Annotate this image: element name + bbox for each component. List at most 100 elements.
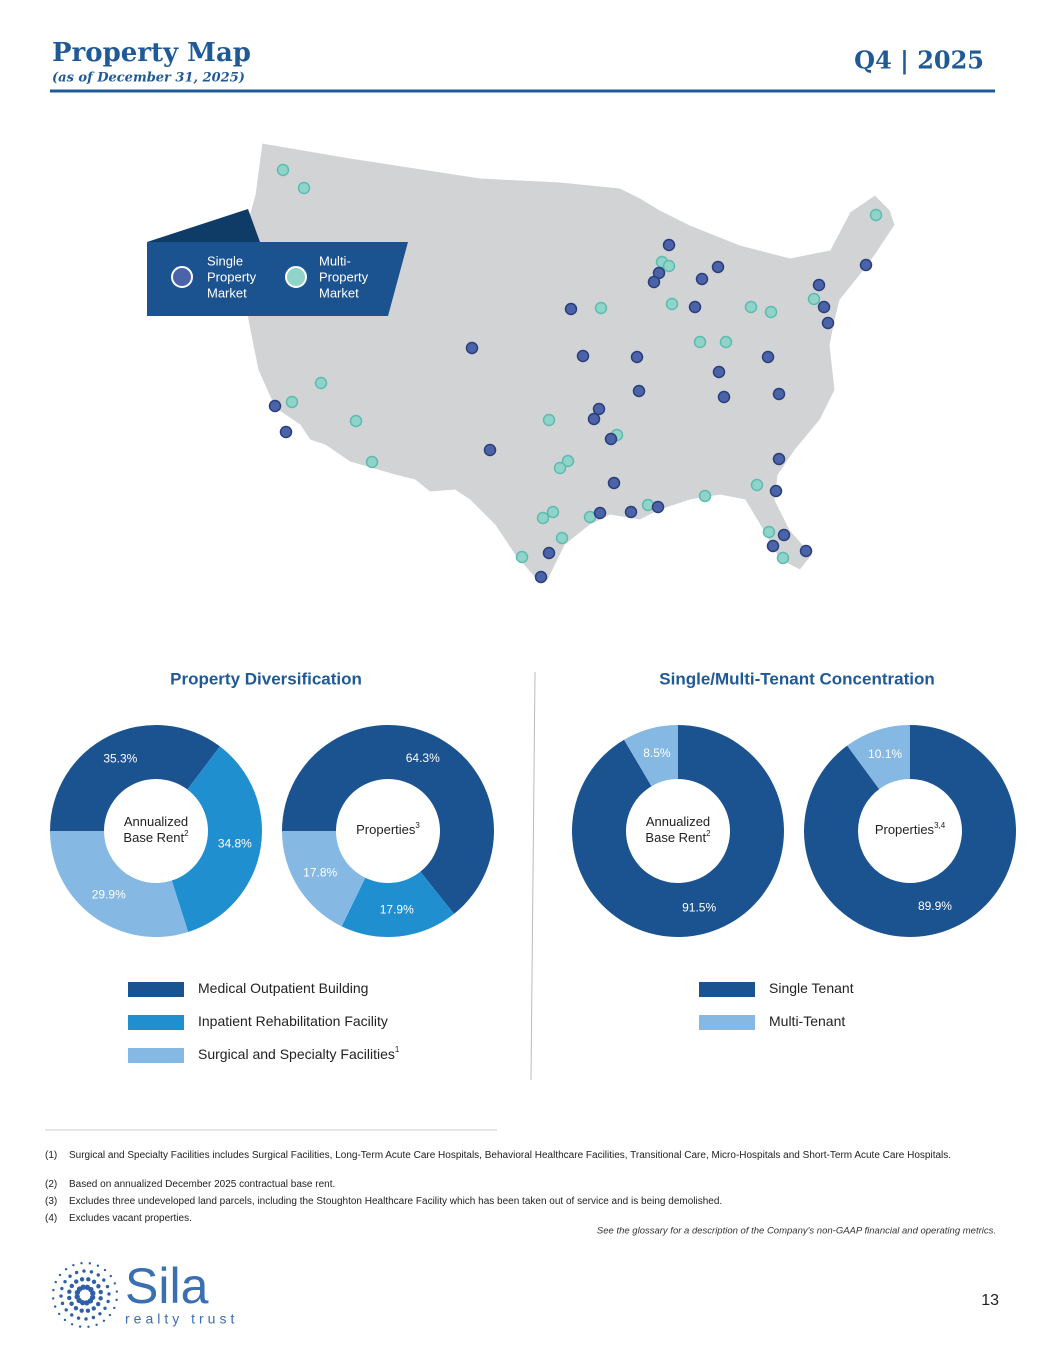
logo-dot bbox=[79, 1308, 84, 1313]
footnote-text: Based on annualized December 2025 contra… bbox=[69, 1179, 336, 1190]
logo-dot bbox=[90, 1290, 96, 1296]
multi-property-dot bbox=[764, 305, 778, 319]
logo-dot bbox=[86, 1277, 91, 1282]
footnote: (1) Surgical and Specialty Facilities inc… bbox=[45, 1150, 975, 1162]
donut-segment bbox=[624, 725, 678, 787]
legend-sup: 1 bbox=[395, 1045, 400, 1054]
multi-property-dot bbox=[665, 297, 679, 311]
map-legend-pointer bbox=[147, 209, 260, 242]
logo-dot bbox=[82, 1269, 86, 1273]
footnote-marker: (1) bbox=[45, 1150, 58, 1161]
center-label-line: Properties bbox=[875, 822, 935, 837]
multi-property-dot bbox=[553, 461, 567, 475]
logo-dot bbox=[69, 1283, 74, 1289]
divider bbox=[530, 671, 536, 1081]
map-legend-label: Single bbox=[207, 253, 243, 268]
single-property-dot bbox=[483, 443, 497, 457]
single-property-dot bbox=[772, 452, 786, 466]
single-property-dot bbox=[534, 570, 548, 584]
logo-dot bbox=[96, 1301, 101, 1307]
donut-segment bbox=[50, 831, 189, 937]
logo-dot bbox=[54, 1280, 57, 1284]
legend-swatch bbox=[699, 1015, 755, 1030]
logo-dot bbox=[98, 1289, 103, 1295]
logo-dot bbox=[57, 1312, 61, 1316]
logo-dot bbox=[63, 1280, 67, 1284]
donut-segment bbox=[282, 724, 495, 914]
footnote-marker: (3) bbox=[45, 1196, 58, 1207]
logo-dot bbox=[91, 1315, 96, 1320]
center-label: Annualized Base Rent2 bbox=[645, 814, 711, 845]
logo-dot bbox=[69, 1301, 74, 1306]
panel-title: Single/Multi-Tenant Concentration bbox=[659, 669, 934, 688]
map-legend-label: Multi- bbox=[319, 253, 351, 268]
single-property-dot bbox=[604, 432, 618, 446]
logo-dot bbox=[98, 1296, 103, 1301]
center-label-sup: 3 bbox=[415, 821, 420, 830]
logo-tagline: realty trust bbox=[125, 1311, 238, 1327]
single-property-dot bbox=[712, 365, 726, 379]
single-property-dot bbox=[688, 300, 702, 314]
logo-dot bbox=[84, 1300, 90, 1306]
footnote: (2) Based on annualized December 2025 con… bbox=[45, 1179, 975, 1191]
single-property-dot bbox=[651, 500, 665, 514]
logo-dot bbox=[113, 1282, 117, 1285]
us-map bbox=[242, 142, 896, 581]
logo-dot bbox=[63, 1318, 67, 1322]
single-property-dot bbox=[766, 539, 780, 553]
single-property-dot bbox=[624, 505, 638, 519]
multi-property-dot bbox=[297, 181, 311, 195]
single-property-dot bbox=[772, 387, 786, 401]
center-label: Properties3,4 bbox=[875, 821, 946, 837]
donut-segment bbox=[50, 724, 220, 831]
center-label: Annualized Base Rent2 bbox=[123, 814, 189, 845]
legend-label: Single Tenant bbox=[769, 980, 854, 996]
multi-property-dot bbox=[314, 376, 328, 390]
logo-dot bbox=[76, 1316, 81, 1320]
donut-segment bbox=[171, 746, 263, 933]
donut-segment bbox=[572, 725, 784, 938]
page-title: Property Map bbox=[52, 38, 251, 68]
single-property-dot bbox=[647, 275, 661, 289]
logo-dot bbox=[87, 1325, 90, 1329]
center-label-line: Base Rent bbox=[645, 830, 706, 845]
legend-label: Medical Outpatient Building bbox=[198, 980, 368, 996]
legend-name: Multi-Tenant bbox=[769, 1013, 845, 1029]
map-legend-label: Market bbox=[207, 285, 247, 300]
logo-dot bbox=[80, 1284, 86, 1290]
single-property-dot bbox=[695, 272, 709, 286]
logo-dot bbox=[113, 1306, 116, 1310]
multi-property-dot bbox=[662, 259, 676, 273]
logo-dot bbox=[74, 1270, 79, 1275]
logo-dot bbox=[60, 1301, 65, 1306]
logo-dot bbox=[64, 1267, 68, 1271]
multi-property-dot bbox=[594, 301, 608, 315]
logo-dot bbox=[59, 1294, 63, 1298]
logo-dot bbox=[78, 1325, 82, 1328]
logo-dot bbox=[72, 1263, 75, 1267]
legend-swatch bbox=[128, 1048, 184, 1063]
logo-dot bbox=[102, 1278, 106, 1282]
logo-dot bbox=[103, 1268, 107, 1272]
single-property-dot bbox=[821, 316, 835, 330]
single-property-dot bbox=[777, 528, 791, 542]
donut-segment bbox=[804, 725, 1016, 937]
multi-property-dot bbox=[546, 505, 560, 519]
logo-dot bbox=[107, 1292, 111, 1296]
multi-property-dot bbox=[869, 208, 883, 222]
logo-dot bbox=[68, 1274, 72, 1278]
panel-title: Property Diversification bbox=[170, 669, 362, 688]
legend-swatch bbox=[128, 982, 184, 997]
logo-dot bbox=[70, 1323, 74, 1326]
single-property-dot bbox=[592, 402, 606, 416]
multi-property-dot bbox=[542, 413, 556, 427]
logo-dot bbox=[105, 1284, 110, 1289]
center-label-line: Properties bbox=[356, 822, 416, 837]
single-property-dot bbox=[711, 260, 725, 274]
multi-property-dot bbox=[807, 292, 821, 306]
legend-marker bbox=[285, 266, 307, 288]
logo-dot bbox=[96, 1273, 100, 1277]
single-property-dot bbox=[564, 302, 578, 316]
logo-dot bbox=[91, 1306, 96, 1311]
glossary-note: See the glossary for a description of th… bbox=[597, 1226, 996, 1237]
